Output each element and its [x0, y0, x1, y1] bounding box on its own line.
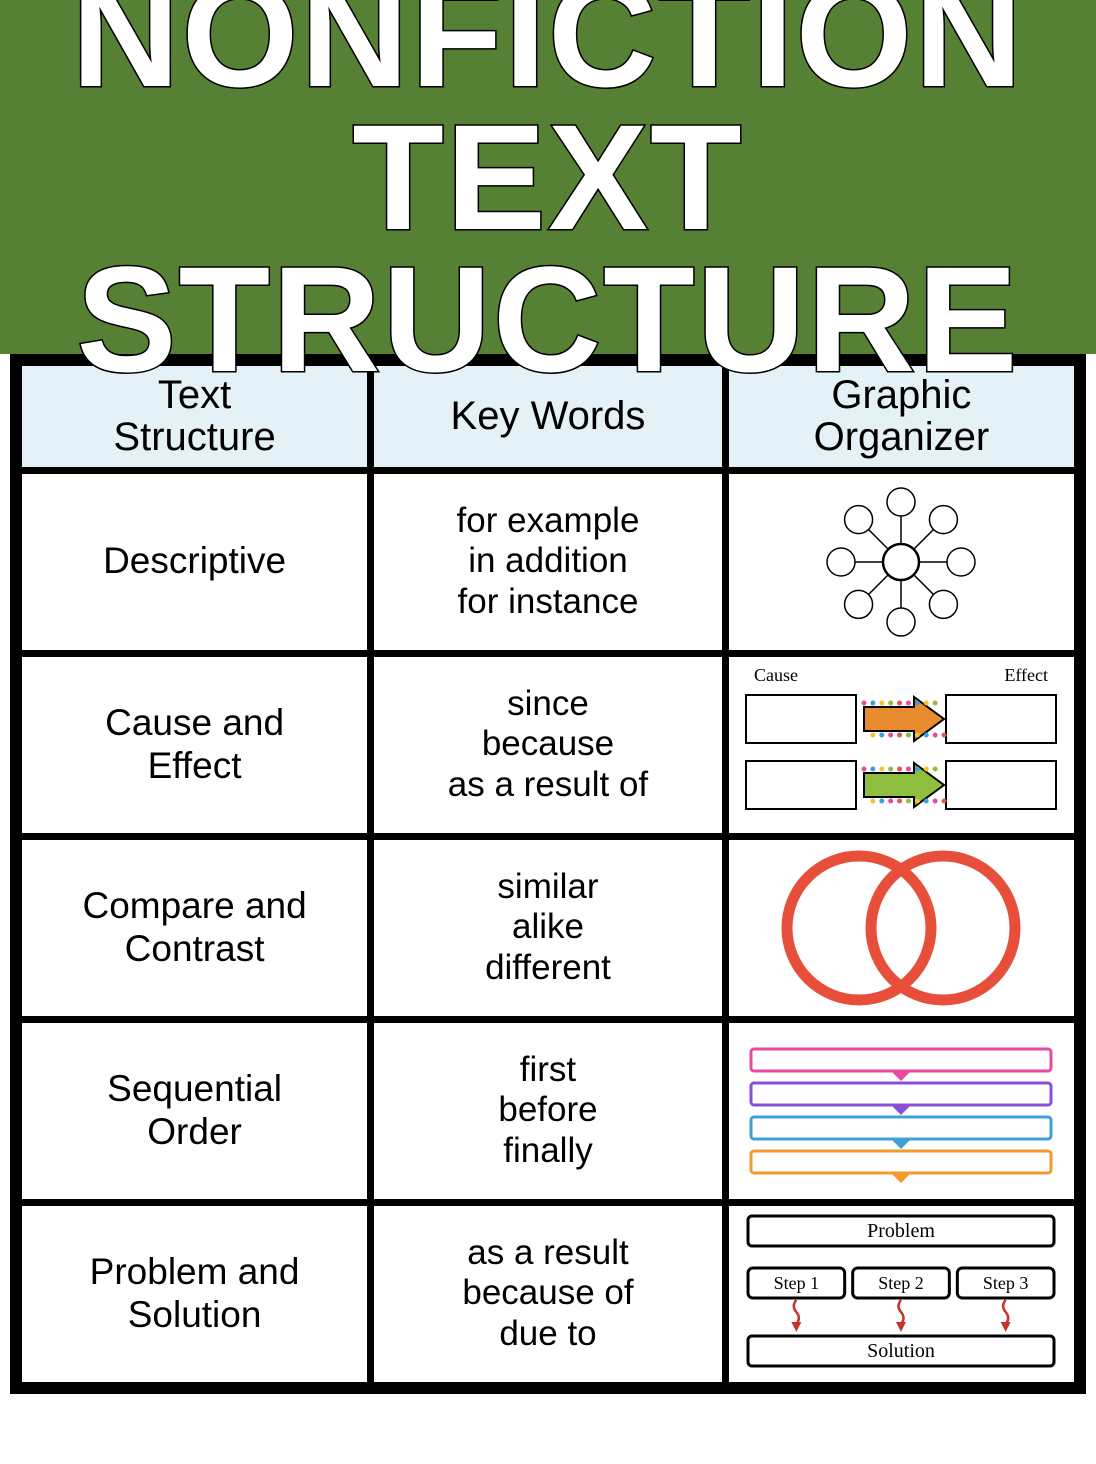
structure-cell: Descriptive — [16, 470, 371, 653]
svg-text:Effect: Effect — [1005, 665, 1049, 685]
web-icon — [736, 478, 1066, 646]
table-row: Compare andContrastsimilaralikedifferent — [16, 836, 1080, 1019]
keywords-cell: sincebecauseas a result of — [371, 653, 726, 836]
graphic-cell — [725, 836, 1080, 1019]
text-structure-table: TextStructure Key Words GraphicOrganizer… — [10, 354, 1086, 1394]
table-row: Descriptivefor examplein additionfor ins… — [16, 470, 1080, 653]
svg-text:Cause: Cause — [754, 665, 798, 685]
graphic-cell: Problem Step 1 Step 2 Step 3 Solution — [725, 1202, 1080, 1388]
table-container: TextStructure Key Words GraphicOrganizer… — [0, 354, 1096, 1404]
svg-text:Problem: Problem — [868, 1220, 936, 1242]
title-line-1: NONFICTION — [71, 0, 1024, 106]
graphic-cell: Cause Effect — [725, 653, 1080, 836]
structure-cell: Problem andSolution — [16, 1202, 371, 1388]
table-row: SequentialOrderfirstbeforefinally — [16, 1019, 1080, 1202]
table-row: Cause andEffectsincebecauseas a result o… — [16, 653, 1080, 836]
cause-effect-icon: Cause Effect — [736, 661, 1066, 829]
sequence-bars-icon — [736, 1027, 1066, 1195]
structure-cell: SequentialOrder — [16, 1019, 371, 1202]
graphic-cell — [725, 1019, 1080, 1202]
keywords-cell: for examplein additionfor instance — [371, 470, 726, 653]
title-line-2: TEXT STRUCTURE — [0, 106, 1096, 391]
problem-solution-icon: Problem Step 1 Step 2 Step 3 Solution — [736, 1210, 1066, 1378]
keywords-cell: as a resultbecause ofdue to — [371, 1202, 726, 1388]
graphic-cell — [725, 470, 1080, 653]
svg-text:Solution: Solution — [868, 1340, 936, 1362]
title-header: NONFICTION TEXT STRUCTURE — [0, 0, 1096, 354]
svg-text:Step 2: Step 2 — [879, 1273, 925, 1293]
svg-text:Step 3: Step 3 — [983, 1273, 1029, 1293]
structure-cell: Compare andContrast — [16, 836, 371, 1019]
keywords-cell: similaralikedifferent — [371, 836, 726, 1019]
structure-cell: Cause andEffect — [16, 653, 371, 836]
venn-icon — [736, 844, 1066, 1012]
keywords-cell: firstbeforefinally — [371, 1019, 726, 1202]
svg-text:Step 1: Step 1 — [774, 1273, 820, 1293]
table-body: Descriptivefor examplein additionfor ins… — [16, 470, 1080, 1388]
table-row: Problem andSolutionas a resultbecause of… — [16, 1202, 1080, 1388]
